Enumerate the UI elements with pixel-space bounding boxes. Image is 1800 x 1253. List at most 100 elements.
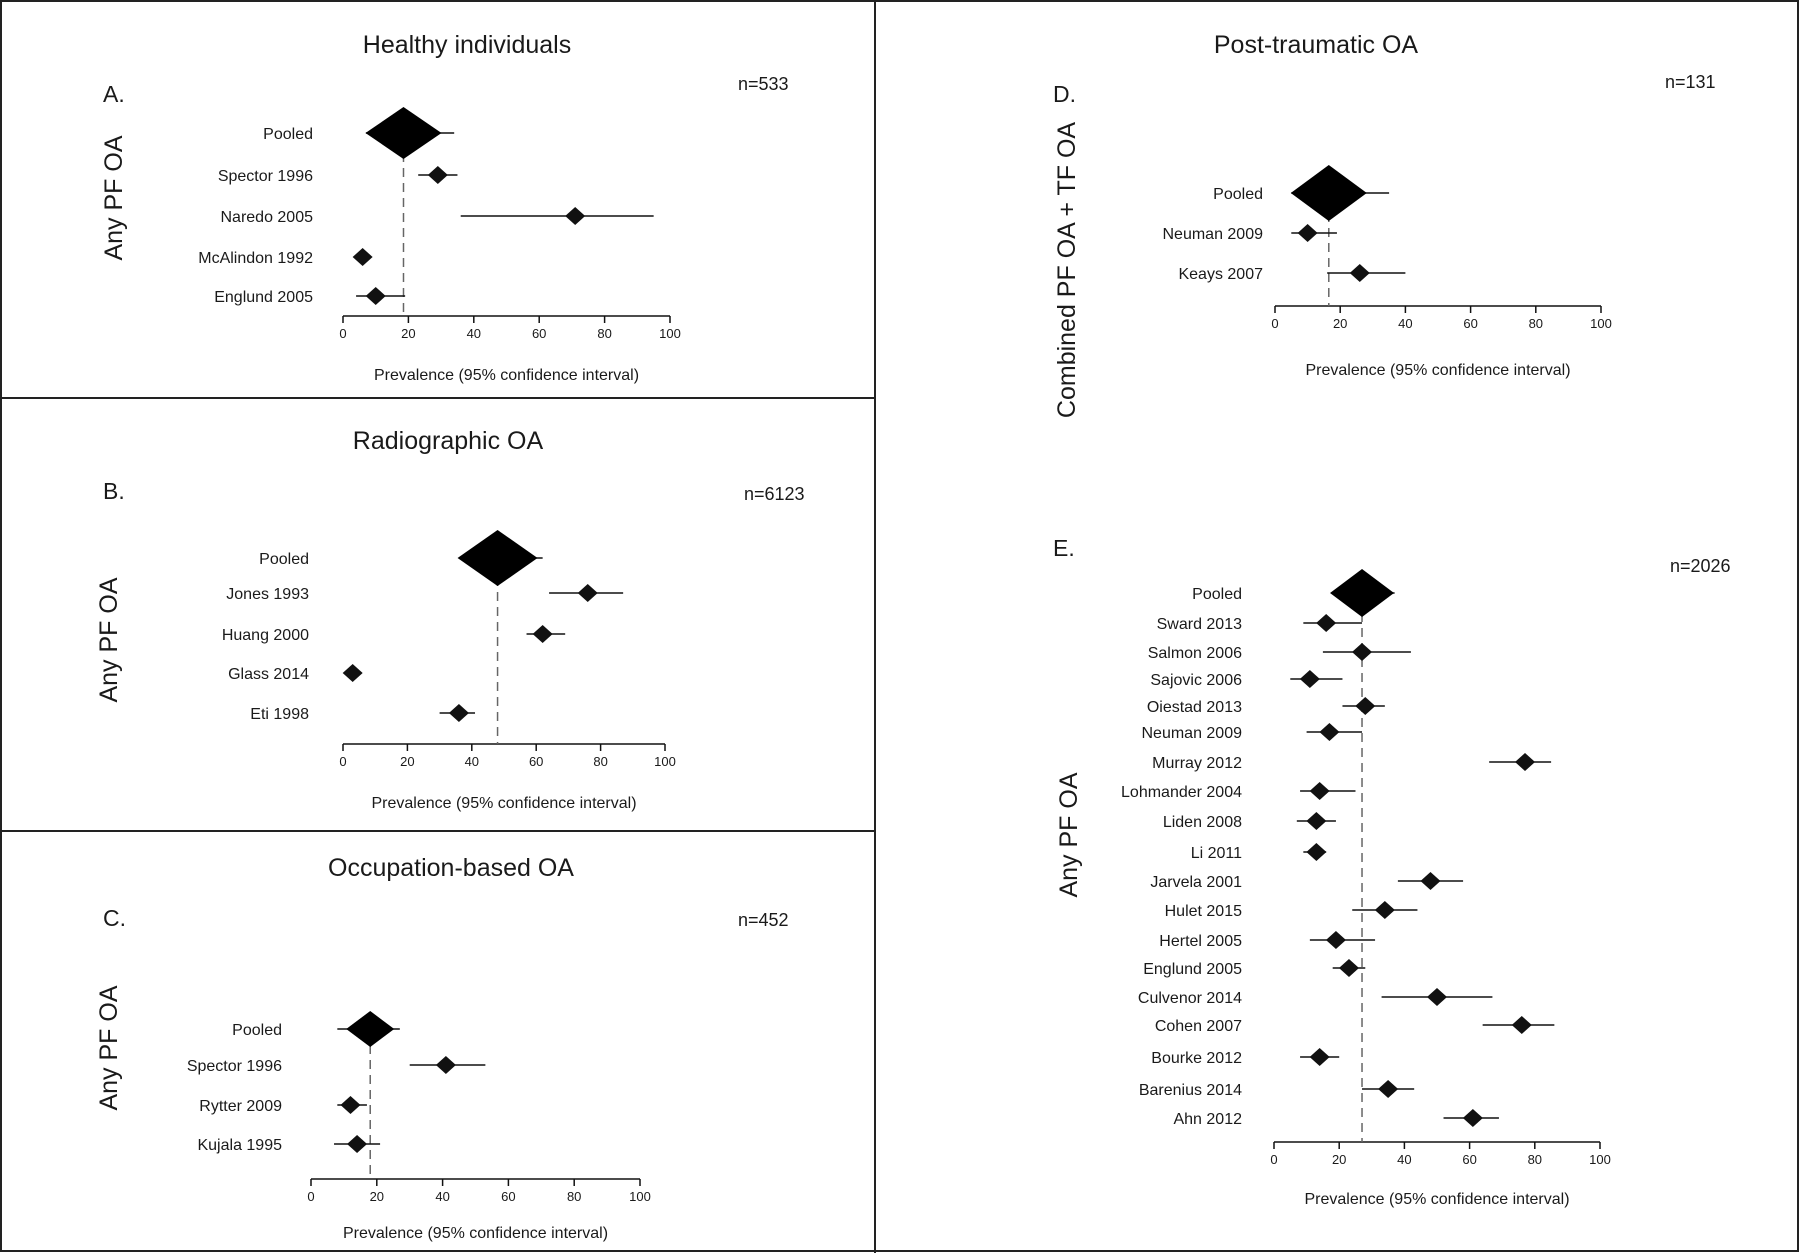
study-point [1319, 723, 1340, 741]
panel-1: Healthy individuals A. n=533 Any PF OA 0 20 40… [100, 31, 789, 384]
x-tick-label: 100 [1589, 1152, 1611, 1167]
study-label: Oiestad 2013 [1147, 699, 1242, 716]
pooled-label: Pooled [1192, 586, 1242, 603]
study-point [340, 1096, 361, 1114]
x-tick-label: 100 [659, 326, 681, 341]
study-point [1427, 988, 1447, 1006]
x-tick-label: 20 [1333, 316, 1347, 331]
study-point [1325, 931, 1346, 949]
study-point [427, 166, 448, 184]
study-point [1374, 901, 1395, 919]
panel-letter: B. [103, 478, 125, 504]
study-point [1355, 697, 1376, 715]
x-tick-label: 40 [435, 1189, 449, 1204]
x-axis-label: Prevalence (95% confidence interval) [1304, 1191, 1569, 1208]
pooled-diamond [1330, 569, 1395, 617]
pooled-label: Pooled [232, 1022, 282, 1039]
study-point [577, 584, 598, 602]
study-point [1511, 1016, 1532, 1034]
panel-title: Occupation-based OA [328, 854, 574, 882]
x-tick-label: 80 [593, 754, 607, 769]
study-point [365, 287, 386, 305]
study-point [1349, 264, 1370, 282]
study-point [1378, 1080, 1399, 1098]
x-tick-label: 20 [401, 326, 415, 341]
sample-size: n=2026 [1670, 556, 1731, 576]
pooled-label: Pooled [263, 126, 313, 143]
x-tick-label: 0 [339, 754, 346, 769]
x-tick-label: 0 [1270, 1152, 1277, 1167]
study-label: Neuman 2009 [1162, 226, 1263, 243]
study-point [342, 664, 363, 682]
study-point [1420, 872, 1441, 890]
study-point [565, 207, 586, 225]
study-label: Jones 1993 [226, 586, 309, 603]
panel-4: Post-traumatic OA D. n=131 Combined PF OA +… [1053, 31, 1716, 418]
panel-title: Post-traumatic OA [1214, 31, 1419, 59]
study-label: Sward 2013 [1157, 616, 1242, 633]
y-axis-label: Any PF OA [1055, 772, 1083, 897]
panel-letter: C. [103, 905, 126, 931]
study-label: Lohmander 2004 [1121, 784, 1242, 801]
x-tick-label: 60 [1462, 1152, 1476, 1167]
pooled-label: Pooled [259, 551, 309, 568]
study-point [532, 625, 553, 643]
study-point [347, 1135, 368, 1153]
x-tick-label: 40 [467, 326, 481, 341]
study-point [448, 704, 469, 722]
y-axis-label: Combined PF OA + TF OA [1053, 122, 1081, 419]
panel-2: Radiographic OA B. n=6123 Any PF OA 0 20 40 60 8… [95, 427, 805, 812]
study-point [1306, 812, 1327, 830]
study-point [1316, 614, 1337, 632]
study-point [1297, 224, 1318, 242]
study-label: Hulet 2015 [1165, 903, 1242, 920]
x-tick-label: 60 [532, 326, 546, 341]
sample-size: n=452 [738, 910, 789, 930]
panel-title: Healthy individuals [363, 31, 571, 59]
pooled-label: Pooled [1213, 186, 1263, 203]
study-label: Rytter 2009 [199, 1098, 282, 1115]
x-tick-label: 20 [1332, 1152, 1346, 1167]
x-tick-label: 40 [1398, 316, 1412, 331]
y-axis-label: Any PF OA [95, 985, 123, 1110]
x-tick-label: 40 [465, 754, 479, 769]
study-label: Liden 2008 [1163, 814, 1242, 831]
x-tick-label: 80 [1529, 316, 1543, 331]
pooled-diamond [365, 107, 442, 159]
study-point [1338, 959, 1359, 977]
x-tick-label: 80 [567, 1189, 581, 1204]
x-axis-label: Prevalence (95% confidence interval) [371, 795, 636, 812]
pooled-diamond [346, 1011, 395, 1047]
panel-letter: A. [103, 81, 125, 107]
x-tick-label: 80 [597, 326, 611, 341]
study-label: Glass 2014 [228, 666, 309, 683]
study-label: Li 2011 [1191, 845, 1242, 862]
study-label: Barenius 2014 [1139, 1082, 1242, 1099]
panel-3: Occupation-based OA C. n=452 Any PF OA 0 20 40… [95, 854, 789, 1242]
x-tick-label: 20 [400, 754, 414, 769]
study-point [1299, 670, 1320, 688]
study-label: Culvenor 2014 [1138, 990, 1242, 1007]
x-axis-label: Prevalence (95% confidence interval) [1305, 362, 1570, 379]
study-label: Naredo 2005 [220, 209, 313, 226]
study-label: Neuman 2009 [1141, 725, 1242, 742]
study-label: Ahn 2012 [1173, 1111, 1242, 1128]
x-tick-label: 80 [1528, 1152, 1542, 1167]
x-tick-label: 60 [529, 754, 543, 769]
x-tick-label: 100 [629, 1189, 651, 1204]
study-label: McAlindon 1992 [198, 250, 313, 267]
study-label: Murray 2012 [1152, 755, 1242, 772]
study-point [1352, 643, 1373, 661]
sample-size: n=131 [1665, 72, 1716, 92]
pooled-diamond [1290, 165, 1367, 221]
x-tick-label: 60 [501, 1189, 515, 1204]
x-tick-label: 60 [1463, 316, 1477, 331]
study-label: Bourke 2012 [1151, 1050, 1242, 1067]
panel-title: Radiographic OA [353, 427, 544, 455]
y-axis-label: Any PF OA [95, 577, 123, 702]
study-label: Spector 1996 [187, 1058, 282, 1075]
study-label: Salmon 2006 [1148, 645, 1242, 662]
x-axis-label: Prevalence (95% confidence interval) [343, 1225, 608, 1242]
panel-5: E. n=2026 Any PF OA 0 20 40 60 80 100 Prevalence … [1053, 535, 1731, 1208]
